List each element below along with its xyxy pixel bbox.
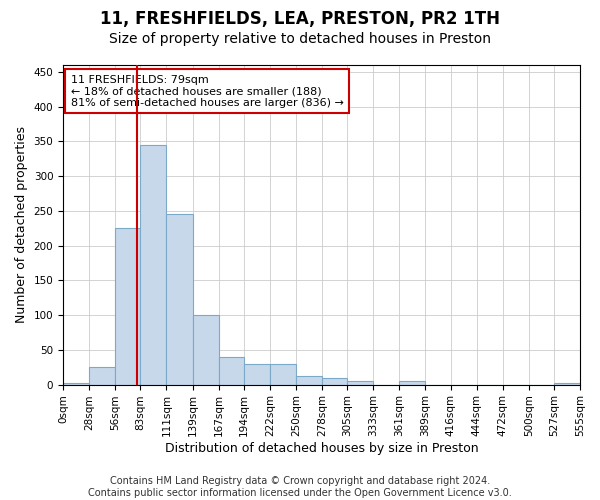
Text: 11, FRESHFIELDS, LEA, PRESTON, PR2 1TH: 11, FRESHFIELDS, LEA, PRESTON, PR2 1TH (100, 10, 500, 28)
Bar (399, 381, 425, 384)
Bar (166, 214, 193, 384)
Bar (244, 364, 270, 384)
Text: Contains HM Land Registry data © Crown copyright and database right 2024.
Contai: Contains HM Land Registry data © Crown c… (88, 476, 512, 498)
Bar (193, 315, 218, 384)
Bar (63, 382, 89, 384)
Bar (218, 357, 244, 384)
Bar (296, 376, 322, 384)
X-axis label: Distribution of detached houses by size in Preston: Distribution of detached houses by size … (165, 442, 478, 455)
Text: 11 FRESHFIELDS: 79sqm
← 18% of detached houses are smaller (188)
81% of semi-det: 11 FRESHFIELDS: 79sqm ← 18% of detached … (71, 74, 344, 108)
Bar (140, 145, 166, 384)
Bar (270, 364, 296, 384)
Bar (115, 228, 140, 384)
Bar (554, 382, 580, 384)
Bar (322, 378, 347, 384)
Text: Size of property relative to detached houses in Preston: Size of property relative to detached ho… (109, 32, 491, 46)
Bar (347, 381, 373, 384)
Bar (89, 367, 115, 384)
Y-axis label: Number of detached properties: Number of detached properties (15, 126, 28, 324)
